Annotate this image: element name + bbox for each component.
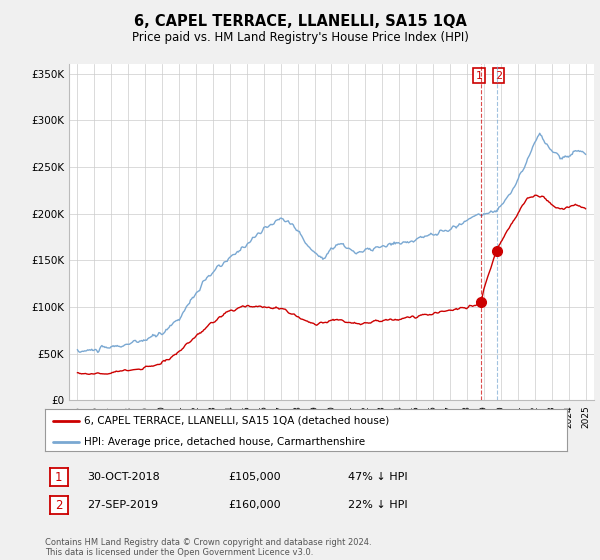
- Text: 47% ↓ HPI: 47% ↓ HPI: [348, 472, 407, 482]
- Text: 27-SEP-2019: 27-SEP-2019: [87, 500, 158, 510]
- Text: Price paid vs. HM Land Registry's House Price Index (HPI): Price paid vs. HM Land Registry's House …: [131, 31, 469, 44]
- Text: £160,000: £160,000: [228, 500, 281, 510]
- Text: HPI: Average price, detached house, Carmarthenshire: HPI: Average price, detached house, Carm…: [84, 437, 365, 446]
- Text: 30-OCT-2018: 30-OCT-2018: [87, 472, 160, 482]
- Text: 6, CAPEL TERRACE, LLANELLI, SA15 1QA (detached house): 6, CAPEL TERRACE, LLANELLI, SA15 1QA (de…: [84, 416, 389, 426]
- Text: 2: 2: [55, 498, 62, 512]
- Text: 2: 2: [495, 71, 502, 81]
- Text: 22% ↓ HPI: 22% ↓ HPI: [348, 500, 407, 510]
- Text: 1: 1: [476, 71, 482, 81]
- Text: Contains HM Land Registry data © Crown copyright and database right 2024.
This d: Contains HM Land Registry data © Crown c…: [45, 538, 371, 557]
- Text: 1: 1: [55, 470, 62, 484]
- Text: £105,000: £105,000: [228, 472, 281, 482]
- Text: 6, CAPEL TERRACE, LLANELLI, SA15 1QA: 6, CAPEL TERRACE, LLANELLI, SA15 1QA: [134, 14, 466, 29]
